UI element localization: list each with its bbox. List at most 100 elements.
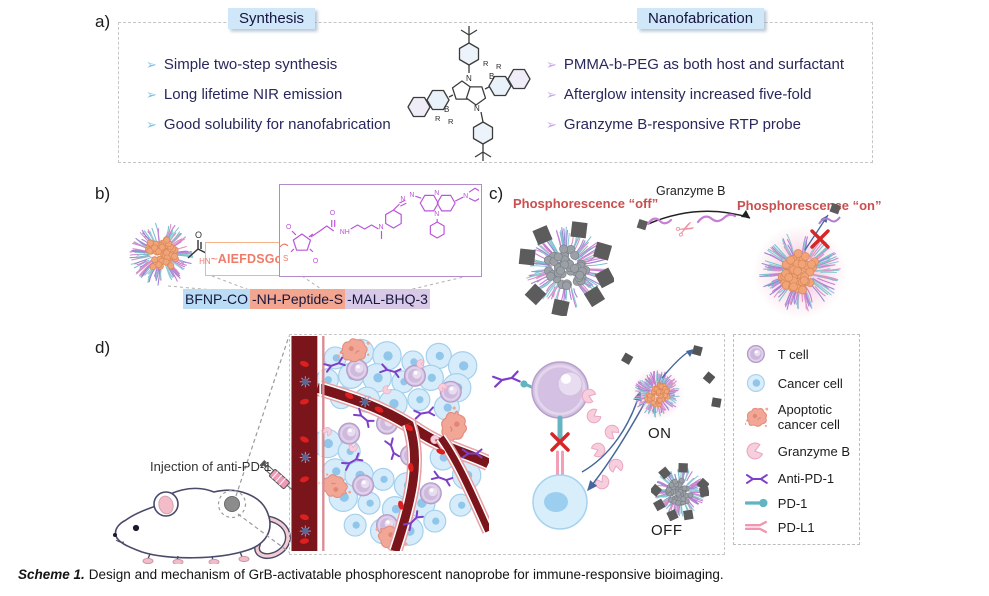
atom-n: N bbox=[400, 196, 405, 203]
bullet-arrow-icon: ➢ bbox=[546, 57, 557, 72]
probe-formula-bar: BFNP-CO -NH-Peptide-S -MAL-BHQ-3 bbox=[183, 289, 430, 309]
legend-label: Anti-PD-1 bbox=[777, 471, 835, 487]
bhq3-quencher-structure: S O O O NH N N N N N N bbox=[280, 187, 479, 265]
syringe-icon bbox=[259, 460, 296, 494]
cleaved-peptide-fragments bbox=[636, 213, 737, 231]
pd-l1-icon bbox=[745, 521, 767, 534]
atom-o: O bbox=[195, 230, 202, 240]
atom-n: N bbox=[409, 192, 414, 199]
panel-b-label: b) bbox=[95, 184, 111, 203]
peptide-hn-label: HN bbox=[199, 257, 211, 266]
bullet-text: PMMA-b-PEG as both host and surfactant bbox=[563, 56, 845, 73]
atom-n: N bbox=[466, 74, 472, 83]
exchange-arrow-down bbox=[587, 403, 645, 492]
synthesis-bullets: ➢ Simple two-step synthesis ➢ Long lifetim… bbox=[146, 56, 391, 146]
atom-o: O bbox=[313, 258, 319, 265]
legend-label: Granzyme B bbox=[777, 443, 851, 459]
figure-caption: Scheme 1. Design and mechanism of GrB-act… bbox=[18, 567, 968, 582]
granzyme-b-cluster bbox=[586, 408, 624, 490]
bar-segment-bhq: -MAL-BHQ-3 bbox=[345, 289, 430, 309]
anti-pd-1-antibody-icon bbox=[492, 370, 521, 388]
legend-item-anti-pd-1: Anti-PD-1 bbox=[745, 471, 859, 487]
legend-label: Apoptotic cancer cell bbox=[777, 402, 840, 433]
blocked-x-icon bbox=[550, 432, 570, 452]
legend-box: T cell Cancer cell Apoptotic cancer cell bbox=[733, 334, 860, 545]
injection-label: Injection of anti-PD-1 bbox=[150, 459, 272, 474]
bullet-text: Afterglow intensity increased five-fold bbox=[563, 86, 812, 103]
atom-r: R bbox=[435, 114, 441, 123]
synthesis-header: Synthesis bbox=[228, 8, 316, 29]
tcell-cancer-interaction bbox=[492, 361, 645, 530]
legend-item-pd-l1: PD-L1 bbox=[745, 520, 859, 535]
t-cell-icon bbox=[746, 344, 765, 364]
bullet-arrow-icon: ➢ bbox=[146, 57, 157, 72]
nanoprobe-off-particle bbox=[518, 220, 614, 316]
granzyme-b-molecule bbox=[581, 388, 597, 404]
nanofabrication-header: Nanofabrication bbox=[637, 8, 765, 29]
atom-s: S bbox=[283, 254, 288, 263]
mouse-illustration bbox=[113, 487, 291, 564]
boron-dye-molecule-structure: N N B B R R R R bbox=[407, 26, 531, 161]
panel-a-label: a) bbox=[95, 12, 111, 31]
atom-n: N bbox=[379, 224, 384, 231]
legend-label: PD-1 bbox=[777, 495, 808, 511]
panel-c-label: c) bbox=[489, 184, 504, 203]
legend-item-apoptotic: Apoptotic cancer cell bbox=[745, 402, 859, 432]
on-state-label: ON bbox=[648, 425, 672, 442]
bullet-item: ➢ Good solubility for nanofabrication bbox=[146, 116, 391, 134]
bullet-item: ➢ PMMA-b-PEG as both host and surfactant bbox=[546, 56, 844, 74]
legend-label: PD-L1 bbox=[777, 519, 815, 535]
caption-text: Design and mechanism of GrB-activatable … bbox=[88, 567, 724, 582]
bullet-item: ➢ Long lifetime NIR emission bbox=[146, 86, 391, 104]
atom-n: N bbox=[463, 193, 468, 200]
bullet-item: ➢ Afterglow intensity increased five-fold bbox=[546, 86, 844, 104]
peptide-box: HN~AIEFDSGc~ bbox=[199, 242, 289, 276]
bullet-text: Simple two-step synthesis bbox=[163, 56, 338, 73]
tumor-tissue-illustration bbox=[291, 336, 489, 551]
bullet-arrow-icon: ➢ bbox=[146, 117, 157, 132]
released-quencher-blocked bbox=[804, 202, 842, 251]
tumor-microenvironment-box bbox=[289, 334, 725, 555]
bullet-arrow-icon: ➢ bbox=[546, 117, 557, 132]
bullet-item: ➢ Simple two-step synthesis bbox=[146, 56, 391, 74]
legend-item-cancer-cell: Cancer cell bbox=[745, 373, 859, 393]
bullet-text: Granzyme B-responsive RTP probe bbox=[563, 116, 801, 133]
atom-o: O bbox=[330, 210, 336, 217]
bullet-item: ➢ Granzyme B-responsive RTP probe bbox=[546, 116, 844, 134]
atom-nh: NH bbox=[340, 229, 350, 236]
probe-off-particle bbox=[651, 463, 709, 521]
magnification-lines bbox=[235, 335, 290, 553]
bullet-text: Good solubility for nanofabrication bbox=[163, 116, 391, 133]
panel-a-box bbox=[118, 22, 873, 163]
apoptotic-cancer-cell-icon bbox=[745, 407, 769, 428]
pd-1-receptor-dot bbox=[520, 380, 528, 388]
legend-label: Cancer cell bbox=[777, 375, 843, 391]
panel-d-label: d) bbox=[95, 338, 111, 357]
bhq3-box: S O O O NH N N N N N N bbox=[279, 184, 482, 277]
bullet-arrow-icon: ➢ bbox=[546, 87, 557, 102]
atom-r: R bbox=[448, 117, 454, 126]
peptide-sequence: AIEFDSGc bbox=[217, 252, 282, 266]
bullet-text: Long lifetime NIR emission bbox=[163, 86, 343, 103]
legend-item-pd-1: PD-1 bbox=[745, 496, 859, 511]
released-quenchers bbox=[621, 345, 722, 408]
legend-item-t-cell: T cell bbox=[745, 344, 859, 364]
bullet-arrow-icon: ➢ bbox=[146, 87, 157, 102]
atom-n: N bbox=[434, 211, 439, 218]
off-state-label: OFF bbox=[651, 522, 683, 539]
atom-n: N bbox=[474, 104, 480, 113]
atom-b: B bbox=[489, 72, 494, 81]
atom-n: N bbox=[434, 190, 439, 197]
squiggle: ~ bbox=[210, 252, 218, 266]
pd-1-icon bbox=[745, 499, 768, 508]
phosphorescence-off-label: Phosphorescence “off” bbox=[513, 196, 659, 211]
legend-label: T cell bbox=[777, 346, 809, 362]
granzyme-b-arrow-label: Granzyme B bbox=[656, 184, 726, 198]
bfnp-nanoparticle bbox=[124, 217, 198, 291]
phosphorescence-on-label: Phosphorescence “on” bbox=[737, 198, 882, 213]
atom-o: O bbox=[286, 224, 292, 231]
probe-on-particle bbox=[630, 367, 684, 421]
nanofabrication-bullets: ➢ PMMA-b-PEG as both host and surfactant … bbox=[546, 56, 844, 146]
caption-tag: Scheme 1. bbox=[18, 567, 85, 582]
